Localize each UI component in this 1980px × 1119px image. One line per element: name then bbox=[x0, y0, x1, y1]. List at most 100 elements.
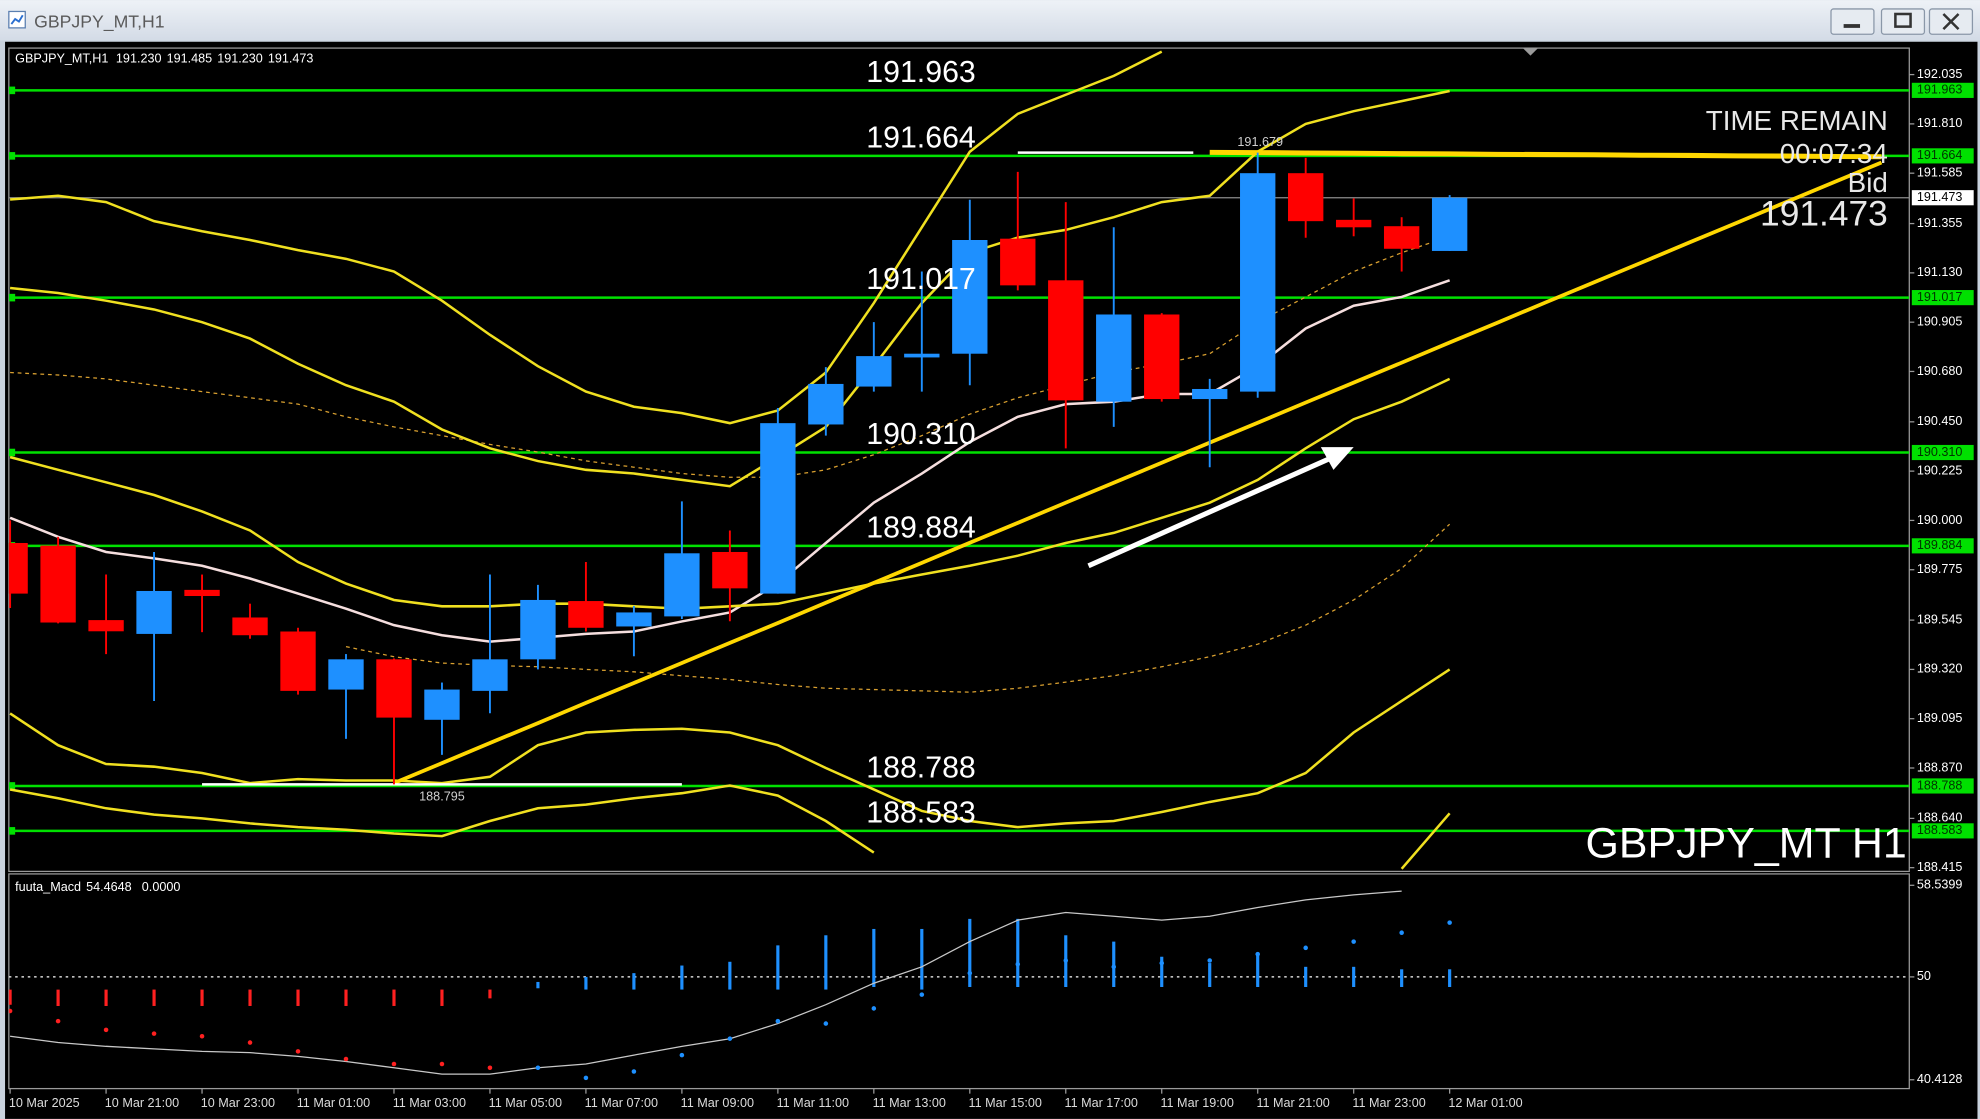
chart-header: GBPJPY_MT,H1 191.230 191.485 191.230 191.473 bbox=[15, 52, 313, 66]
main-plot bbox=[8, 50, 1910, 870]
y-tick-label: 190.905 bbox=[1917, 314, 1963, 328]
indicator-name: fuuta_Macd bbox=[15, 880, 81, 894]
candle-body bbox=[808, 383, 844, 425]
candle-body bbox=[712, 551, 748, 589]
signal-dot bbox=[8, 1008, 13, 1014]
candle-body bbox=[664, 553, 700, 617]
signal-dot bbox=[823, 1021, 829, 1026]
y-tick-label: 189.545 bbox=[1917, 612, 1963, 626]
y-tick-label: 188.415 bbox=[1917, 860, 1963, 874]
watermark: GBPJPY_MT H1 bbox=[1586, 819, 1907, 867]
x-tick-label: 11 Mar 09:00 bbox=[681, 1096, 754, 1110]
level-badge-label: 191.963 bbox=[1917, 83, 1963, 97]
signal-dot bbox=[343, 1056, 349, 1062]
signal-dot bbox=[1351, 939, 1356, 944]
indicator-line bbox=[9, 89, 1450, 488]
candle-body bbox=[1288, 173, 1324, 222]
level-anchor bbox=[8, 448, 16, 457]
x-tick-label: 11 Mar 15:00 bbox=[969, 1096, 1042, 1110]
level-badge-label: 188.788 bbox=[1917, 778, 1963, 792]
indicator-line bbox=[10, 50, 1163, 425]
indicator-value: 54.4648 bbox=[86, 880, 132, 894]
y-tick-label: 190.000 bbox=[1917, 513, 1963, 527]
level-label: 191.963 bbox=[866, 56, 976, 89]
signal-dot bbox=[1399, 930, 1404, 935]
bid-badge-label: 191.473 bbox=[1917, 190, 1963, 204]
time-remain-value: 00:07:34 bbox=[1780, 138, 1888, 169]
y-tick-label: 189.775 bbox=[1917, 562, 1963, 576]
bid-value: 191.473 bbox=[1760, 194, 1888, 233]
signal-dot bbox=[919, 992, 925, 997]
level-label: 191.664 bbox=[866, 121, 976, 154]
candle-body bbox=[520, 599, 556, 660]
candle-body bbox=[952, 240, 988, 354]
main-panel-border bbox=[8, 47, 1910, 873]
signal-dot bbox=[55, 1018, 61, 1024]
x-tick-label: 11 Mar 07:00 bbox=[585, 1096, 658, 1110]
window-icon-glyph bbox=[10, 14, 24, 25]
candle-body bbox=[88, 620, 124, 632]
candle-body bbox=[1335, 219, 1372, 228]
restore-button[interactable] bbox=[1880, 8, 1926, 35]
minimize-button[interactable] bbox=[1830, 8, 1875, 35]
x-tick-label: 10 Mar 21:00 bbox=[105, 1096, 179, 1110]
x-tick-label: 11 Mar 17:00 bbox=[1065, 1096, 1138, 1110]
signal-dot bbox=[679, 1052, 685, 1058]
x-tick-label: 10 Mar 23:00 bbox=[201, 1096, 275, 1110]
level-badge bbox=[1911, 538, 1974, 554]
candle-body bbox=[1383, 226, 1420, 249]
header-low: 191.230 bbox=[217, 52, 263, 66]
signal-dot bbox=[1063, 958, 1069, 963]
level-badge bbox=[1911, 444, 1974, 461]
level-label: 190.310 bbox=[866, 418, 976, 451]
candle-body bbox=[136, 590, 172, 634]
candle-body bbox=[424, 689, 460, 720]
trendline bbox=[393, 160, 1883, 785]
level-badge bbox=[1911, 823, 1974, 839]
window-title: GBPJPY_MT,H1 bbox=[34, 12, 165, 33]
x-tick-label: 11 Mar 21:00 bbox=[1256, 1096, 1329, 1110]
level-badge bbox=[1911, 290, 1974, 306]
sub-y-tick-label: 40.4128 bbox=[1917, 1072, 1963, 1086]
y-tick-label: 188.640 bbox=[1917, 811, 1963, 825]
minimize-glyph bbox=[1843, 24, 1861, 28]
indicator-value: 0.0000 bbox=[142, 880, 181, 894]
candle-body bbox=[280, 631, 316, 691]
candle-body bbox=[376, 659, 412, 718]
candle-body bbox=[1048, 280, 1084, 401]
candle-body bbox=[568, 601, 604, 628]
close-glyph bbox=[1942, 13, 1960, 31]
signal-dot bbox=[439, 1061, 445, 1067]
y-tick-label: 191.130 bbox=[1917, 265, 1963, 279]
candle-body bbox=[1431, 197, 1468, 251]
sub-plot bbox=[8, 890, 1910, 1081]
symbol: GBPJPY_MT,H1 bbox=[15, 52, 108, 66]
arrow-shaft bbox=[1087, 452, 1340, 569]
header-open: 191.230 bbox=[116, 52, 162, 66]
candle-body bbox=[8, 542, 28, 594]
arrow-head bbox=[1320, 447, 1354, 470]
x-tick-label: 11 Mar 19:00 bbox=[1160, 1096, 1233, 1110]
candle-body bbox=[472, 659, 508, 691]
low-marker-label: 188.795 bbox=[419, 789, 465, 803]
signal-dot bbox=[247, 1040, 253, 1045]
candle-body bbox=[40, 545, 76, 623]
level-badge-label: 188.583 bbox=[1917, 823, 1963, 837]
x-tick-label: 12 Mar 01:00 bbox=[1448, 1096, 1522, 1110]
chart-background bbox=[5, 41, 1978, 1119]
level-anchor bbox=[8, 827, 16, 835]
indicator-line bbox=[9, 668, 1451, 829]
signal-dot bbox=[727, 1036, 733, 1041]
candle-body bbox=[1240, 173, 1276, 392]
signal-dot bbox=[151, 1031, 157, 1036]
candle-body bbox=[184, 589, 220, 597]
candle-body bbox=[760, 423, 796, 594]
candle-body bbox=[1144, 314, 1180, 400]
level-anchor bbox=[8, 782, 16, 790]
x-tick-label: 11 Mar 03:00 bbox=[393, 1096, 466, 1110]
x-tick-label: 11 Mar 13:00 bbox=[873, 1096, 946, 1110]
level-badge bbox=[1911, 82, 1974, 98]
signal-dot bbox=[967, 970, 973, 976]
x-tick-label: 11 Mar 11:00 bbox=[777, 1096, 849, 1110]
